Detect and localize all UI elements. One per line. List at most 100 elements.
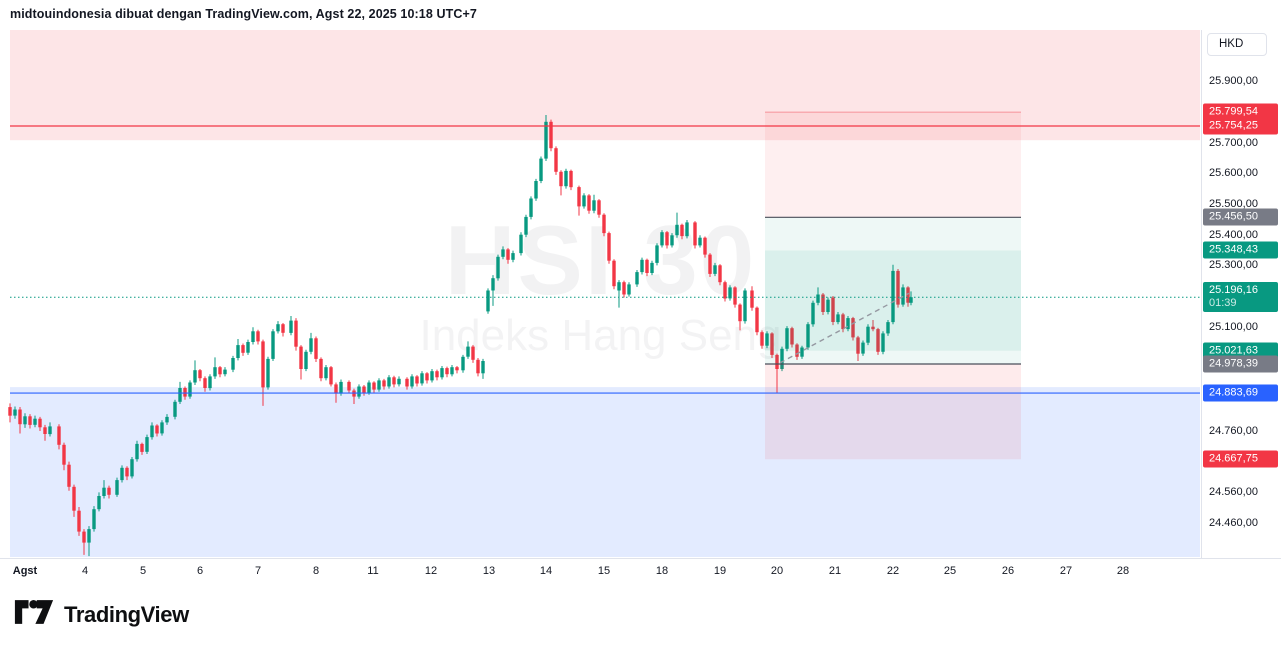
price-badge-zone-top: 25.348,43 (1203, 241, 1278, 259)
price-tick-label: 25.300,00 (1209, 259, 1258, 272)
candle (135, 440, 139, 462)
candle (445, 366, 449, 378)
candle (645, 258, 649, 277)
tradingview-logo-link[interactable]: TradingView (14, 599, 189, 630)
candle (82, 529, 86, 555)
candle (831, 296, 835, 326)
candle (866, 324, 870, 346)
time-tick-label: 25 (943, 565, 957, 577)
candle (811, 300, 815, 327)
candle (213, 357, 217, 379)
candle (806, 322, 810, 350)
candle (410, 374, 414, 389)
time-tick-label: 28 (1116, 565, 1130, 577)
candlestick-chart[interactable] (0, 0, 1201, 558)
time-tick-label: 22 (886, 565, 900, 577)
time-tick-label: 15 (597, 565, 611, 577)
chart-svg[interactable] (0, 0, 1201, 558)
candle (430, 369, 434, 383)
candle (559, 170, 563, 196)
candle (718, 264, 722, 286)
candle (554, 146, 558, 175)
time-tick-label: 5 (139, 565, 147, 577)
price-badge-entry: 24.978,39 (1203, 355, 1278, 373)
candle (48, 422, 52, 437)
price-badge-zone-low: 25.021,63 (1203, 342, 1278, 360)
candle (750, 286, 754, 311)
box-teal-lower (765, 350, 1021, 364)
time-tick-label: 19 (713, 565, 727, 577)
candle (120, 465, 124, 483)
candle (87, 526, 91, 557)
candle (851, 316, 855, 341)
candle (294, 318, 298, 351)
candle (901, 284, 905, 307)
candle (461, 354, 465, 373)
candle (675, 212, 679, 238)
candle (856, 335, 860, 362)
candle (723, 280, 727, 302)
candle (155, 424, 159, 437)
candle (387, 375, 391, 389)
candle (208, 374, 212, 391)
candle (425, 372, 429, 384)
candle (539, 156, 543, 184)
candle (909, 291, 913, 306)
candle (876, 327, 880, 355)
candle (569, 169, 573, 191)
candle (486, 288, 490, 314)
candle (846, 315, 850, 332)
candle (471, 345, 475, 363)
candle (519, 232, 523, 256)
resistance-band (10, 30, 1200, 141)
candle (107, 485, 111, 499)
candle (372, 381, 376, 393)
candle (145, 434, 149, 454)
time-tick-label: Agst (12, 565, 38, 577)
candle (496, 254, 500, 281)
candle (203, 376, 207, 392)
candle (8, 403, 12, 423)
candle (481, 358, 485, 379)
price-tick-label: 24.460,00 (1209, 517, 1258, 529)
chart-title-bar: midtouindonesia dibuat dengan TradingVie… (0, 0, 1281, 30)
footer-bar: TradingView (0, 585, 1281, 646)
candle (780, 346, 784, 372)
candle (821, 292, 825, 316)
candle (33, 415, 37, 428)
candle (816, 287, 820, 306)
candle (43, 424, 47, 441)
trendline[interactable] (779, 292, 910, 364)
candle (57, 424, 61, 450)
candle (765, 331, 769, 349)
candle (241, 343, 245, 356)
time-axis[interactable]: Agst 4 5 6 7 8 11 12 13 14 15 18 19 20 21 22 25 26 27 28 (0, 558, 1281, 585)
time-tick-label: 6 (196, 565, 204, 577)
candle (738, 303, 742, 331)
currency-button[interactable]: HKD (1207, 33, 1267, 56)
candle (130, 457, 134, 479)
candle (896, 269, 900, 308)
candle (597, 199, 601, 218)
candle (367, 380, 371, 395)
candle (198, 369, 202, 382)
candle (617, 280, 621, 308)
candle (703, 236, 707, 258)
candle (544, 115, 548, 162)
chart-pane[interactable]: HSI 30 Indeks Hang Seng (0, 0, 1201, 558)
candle (440, 365, 444, 380)
candle (693, 221, 697, 249)
candle (188, 380, 192, 399)
price-axis[interactable]: HKD 25.900,00 25.700,00 25.600,00 25.500,00… (1201, 30, 1281, 558)
candle (392, 375, 396, 388)
candle (38, 416, 42, 431)
candle (685, 219, 689, 239)
candle (28, 414, 32, 429)
candle (266, 356, 270, 390)
price-tick-label: 25.900,00 (1209, 75, 1258, 88)
candle (476, 357, 480, 377)
candle (193, 360, 197, 385)
candle (289, 315, 293, 336)
candle (160, 420, 164, 436)
candle (826, 297, 830, 315)
